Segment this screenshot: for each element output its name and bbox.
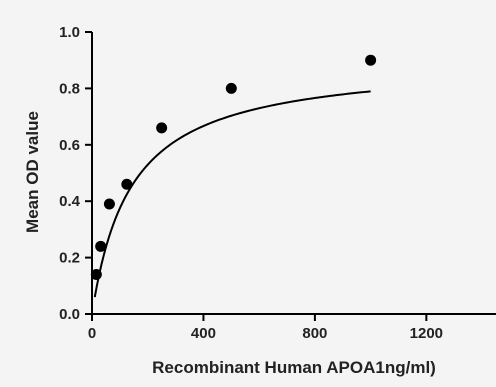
y-axis-title: Mean OD value bbox=[23, 111, 42, 233]
y-tick-label: 0.0 bbox=[59, 306, 80, 323]
data-point bbox=[121, 178, 133, 190]
y-tick-label: 0.6 bbox=[59, 137, 80, 154]
x-tick-label: 1200 bbox=[410, 325, 443, 342]
data-points bbox=[90, 54, 377, 281]
data-point bbox=[95, 240, 107, 252]
axes bbox=[91, 32, 496, 315]
x-tick-label: 0 bbox=[88, 325, 96, 342]
y-tick-label: 0.2 bbox=[59, 250, 80, 267]
y-tick-label: 0.8 bbox=[59, 80, 80, 97]
fit-curve bbox=[93, 90, 371, 298]
fit-curve-group bbox=[93, 90, 371, 298]
x-axis-ticks: 0 400 800 1200 bbox=[88, 314, 443, 342]
data-point bbox=[103, 198, 115, 210]
y-tick-label: 1.0 bbox=[59, 24, 80, 41]
data-point bbox=[225, 82, 237, 94]
x-axis-title: Recombinant Human APOA1ng/ml) bbox=[152, 358, 436, 377]
data-point bbox=[156, 122, 168, 134]
y-axis-ticks: 0.0 0.2 0.4 0.6 0.8 1.0 bbox=[59, 24, 92, 323]
data-point bbox=[365, 54, 377, 66]
data-point bbox=[90, 269, 102, 281]
y-tick-label: 0.4 bbox=[59, 193, 81, 210]
x-tick-label: 400 bbox=[191, 325, 216, 342]
x-tick-label: 800 bbox=[302, 325, 327, 342]
